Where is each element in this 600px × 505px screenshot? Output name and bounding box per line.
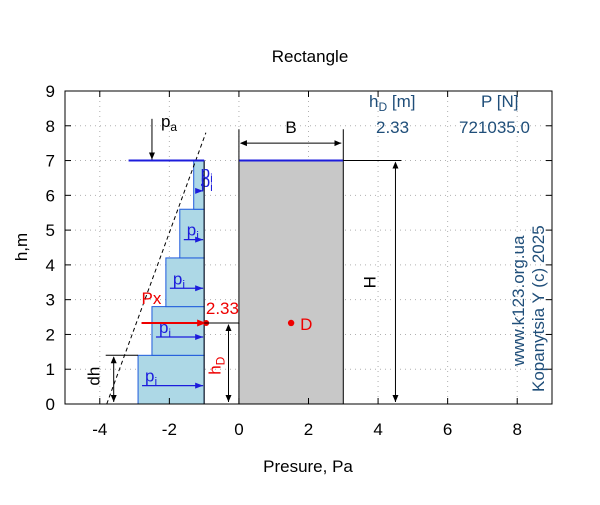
chart-title: Rectangle bbox=[272, 47, 349, 66]
annotations: pa pi B H Px 2.33 hD Ddh bbox=[85, 112, 402, 402]
dh-label: dh bbox=[85, 367, 104, 386]
pi-top-dot bbox=[201, 183, 204, 187]
x-tick-label: 0 bbox=[234, 420, 243, 439]
y-tick-label: 9 bbox=[46, 82, 55, 101]
y-tick-label: 6 bbox=[46, 186, 55, 205]
hd-label: hD bbox=[205, 356, 227, 374]
pressure-step bbox=[151, 306, 205, 356]
x-tick-label: 8 bbox=[512, 420, 521, 439]
y-tick-label: 3 bbox=[46, 291, 55, 310]
x-tick-label: -4 bbox=[92, 420, 107, 439]
b-label: B bbox=[285, 118, 296, 137]
pi-label: pi bbox=[173, 269, 185, 291]
pi-label: pi bbox=[159, 318, 171, 340]
y-tick-label: 0 bbox=[46, 395, 55, 414]
pressure-trend-line bbox=[106, 132, 207, 405]
hd-value-label: 2.33 bbox=[206, 299, 239, 318]
pi-label: pi bbox=[187, 221, 199, 243]
watermark-copyright: Kopanytsia Y (c) 2025 bbox=[529, 225, 548, 392]
watermark-url: www.k123.org.ua bbox=[509, 235, 528, 367]
axis-ticks: -4 -2 0 2 4 6 8 0 1 2 3 4 5 6 7 8 9 bbox=[46, 82, 552, 439]
hd-value: 2.33 bbox=[376, 118, 409, 137]
x-tick-label: 4 bbox=[373, 420, 382, 439]
plate-rect bbox=[238, 160, 344, 405]
pi-label: pi bbox=[145, 367, 157, 389]
y-tick-label: 4 bbox=[46, 256, 55, 275]
pressure-step bbox=[165, 257, 205, 308]
y-tick-label: 7 bbox=[46, 152, 55, 171]
hd-header: hD [m] bbox=[369, 92, 415, 114]
p-header: P [N] bbox=[481, 92, 518, 111]
h-label: H bbox=[360, 276, 379, 288]
y-axis-label: h,m bbox=[12, 233, 31, 261]
x-axis-label: Presure, Pa bbox=[263, 457, 353, 476]
y-tick-label: 1 bbox=[46, 360, 55, 379]
px-label: Px bbox=[142, 289, 162, 308]
pressure-step bbox=[179, 208, 205, 259]
plot-frame bbox=[64, 90, 553, 405]
pi-label-top: pi bbox=[201, 163, 213, 185]
pa-label: pa bbox=[161, 112, 177, 134]
pi-label: pi bbox=[201, 172, 213, 194]
y-tick-label: 2 bbox=[46, 325, 55, 344]
x-tick-label: -2 bbox=[162, 420, 177, 439]
p-value: 721035.0 bbox=[459, 118, 530, 137]
x-tick-label: 2 bbox=[304, 420, 313, 439]
y-tick-label: 8 bbox=[46, 117, 55, 136]
center-d-label: D bbox=[300, 315, 312, 334]
center-d-point bbox=[287, 319, 295, 327]
x-tick-label: 6 bbox=[443, 420, 452, 439]
y-tick-label: 5 bbox=[46, 221, 55, 240]
